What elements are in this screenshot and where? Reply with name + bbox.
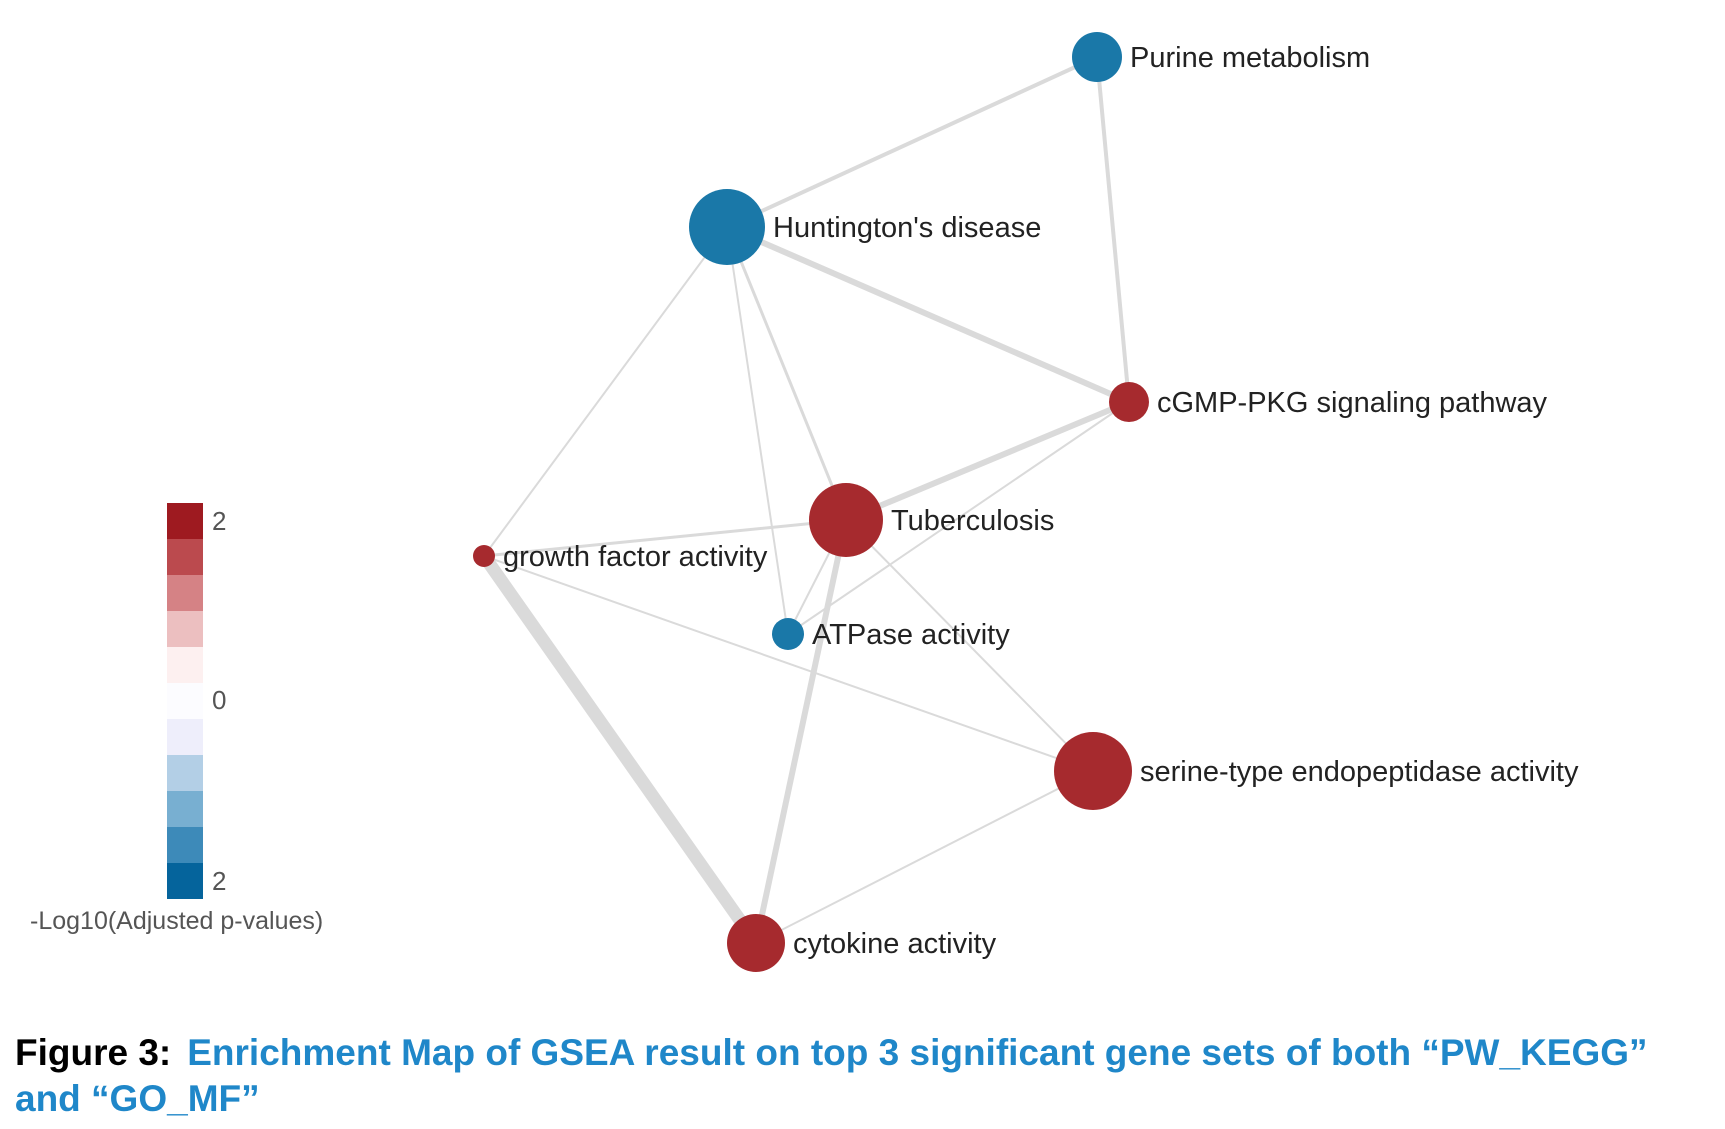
enrichment-network-graph: Purine metabolism Huntington's disease cGM…: [30, 32, 1579, 972]
node-purine[interactable]: Purine metabolism: [1072, 32, 1370, 82]
edge-cgmp-tuberculosis: [843, 399, 1132, 523]
legend-swatch: [167, 683, 203, 719]
edges-layer: [477, 55, 1132, 950]
legend-swatch: [167, 503, 203, 539]
node-circle-huntington[interactable]: [689, 189, 765, 265]
edge-cgmp-atpase: [787, 401, 1130, 635]
legend-tick-top: 2: [212, 506, 226, 536]
edge-growth-serine: [483, 555, 1094, 772]
node-huntington[interactable]: Huntington's disease: [689, 189, 1041, 265]
figure-caption: Figure 3: Enrichment Map of GSEA result o…: [15, 1030, 1715, 1122]
legend-title: -Log10(Adjusted p-values): [30, 907, 323, 935]
node-circle-cgmp[interactable]: [1109, 382, 1149, 422]
edge-huntington-tuberculosis: [725, 225, 848, 522]
node-label-growth: growth factor activity: [503, 541, 768, 573]
node-circle-cytokine[interactable]: [727, 914, 785, 972]
legend-color-scale: [167, 503, 203, 899]
legend-tick-mid: 0: [212, 685, 226, 715]
node-label-tuberculosis: Tuberculosis: [891, 505, 1054, 537]
node-label-purine: Purine metabolism: [1130, 42, 1370, 74]
nodes-layer: Purine metabolism Huntington's disease cGM…: [473, 32, 1579, 972]
legend-swatch: [167, 863, 203, 899]
node-circle-purine[interactable]: [1072, 32, 1122, 82]
node-growth[interactable]: growth factor activity: [473, 541, 768, 573]
caption-title: Enrichment Map of GSEA result on top 3 s…: [15, 1032, 1648, 1119]
node-cytokine[interactable]: cytokine activity: [727, 914, 997, 972]
node-atpase[interactable]: ATPase activity: [772, 618, 1010, 651]
node-label-cgmp: cGMP-PKG signaling pathway: [1157, 387, 1548, 419]
legend-swatch: [167, 791, 203, 827]
node-circle-atpase[interactable]: [772, 618, 804, 650]
legend-tick-bottom: 2: [212, 866, 226, 896]
node-serine[interactable]: serine-type endopeptidase activity: [1054, 732, 1579, 810]
edge-huntington-growth: [483, 226, 728, 557]
node-tuberculosis[interactable]: Tuberculosis: [809, 483, 1054, 557]
node-label-huntington: Huntington's disease: [773, 212, 1041, 244]
node-cgmp[interactable]: cGMP-PKG signaling pathway: [1109, 382, 1548, 422]
legend-swatch: [167, 755, 203, 791]
edge-serine-cytokine: [755, 770, 1094, 944]
caption-label: Figure 3:: [15, 1032, 172, 1073]
edge-purine-huntington: [725, 55, 1099, 229]
node-label-atpase: ATPase activity: [812, 619, 1010, 651]
edge-huntington-cgmp: [724, 224, 1132, 405]
edge-tuberculosis-serine: [845, 519, 1094, 772]
legend-swatch: [167, 719, 203, 755]
edge-huntington-atpase: [726, 226, 789, 635]
node-circle-growth[interactable]: [473, 545, 495, 567]
legend-swatch: [167, 647, 203, 683]
edge-growth-cytokine: [477, 549, 763, 950]
legend-swatch: [167, 575, 203, 611]
legend-swatch: [167, 827, 203, 863]
edge-tuberculosis-growth: [482, 518, 848, 558]
node-label-cytokine: cytokine activity: [793, 928, 997, 960]
color-legend: 2 0 2 -Log10(Adjusted p-values): [30, 503, 323, 935]
legend-swatch: [167, 611, 203, 647]
legend-swatch: [167, 539, 203, 575]
edge-purine-cgmp: [1095, 55, 1131, 404]
node-label-serine: serine-type endopeptidase activity: [1140, 756, 1579, 788]
node-circle-serine[interactable]: [1054, 732, 1132, 810]
edge-tuberculosis-cytokine: [753, 517, 849, 946]
node-circle-tuberculosis[interactable]: [809, 483, 883, 557]
